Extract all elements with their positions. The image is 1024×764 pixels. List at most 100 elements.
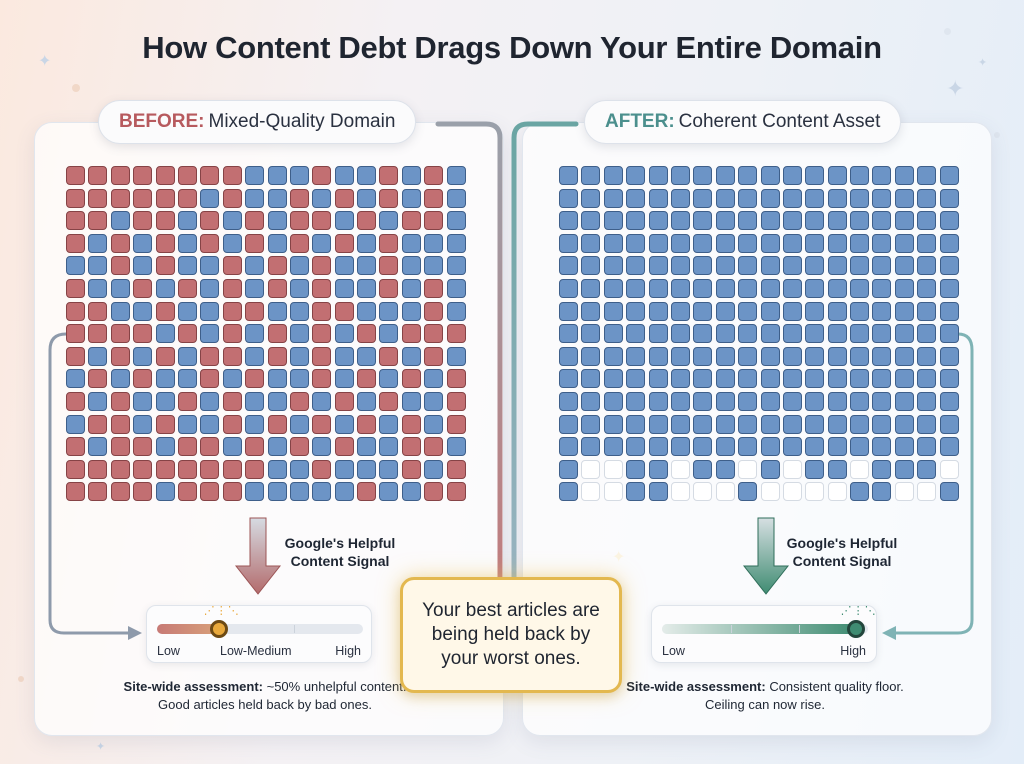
low-quality-article — [357, 414, 377, 434]
low-quality-article — [245, 459, 265, 479]
high-quality-article — [738, 369, 758, 389]
low-quality-article — [289, 211, 309, 231]
high-quality-article — [738, 437, 758, 457]
high-quality-article — [760, 188, 780, 208]
high-quality-article — [603, 256, 623, 276]
low-quality-article — [222, 301, 242, 321]
low-quality-article — [177, 166, 197, 185]
high-quality-article — [693, 324, 713, 344]
high-quality-article — [760, 391, 780, 411]
high-quality-article — [155, 437, 175, 457]
high-quality-article — [357, 437, 377, 457]
high-quality-article — [446, 188, 466, 208]
signal-line: Content Signal — [792, 553, 892, 569]
low-quality-article — [424, 188, 444, 208]
high-quality-article — [626, 188, 646, 208]
high-quality-article — [715, 233, 735, 253]
high-quality-article — [446, 278, 466, 298]
high-quality-article — [738, 346, 758, 366]
high-quality-article — [312, 233, 332, 253]
high-quality-article — [312, 437, 332, 457]
high-quality-article — [827, 211, 847, 231]
low-quality-article — [88, 324, 108, 344]
high-quality-article — [827, 278, 847, 298]
high-quality-article — [559, 256, 578, 276]
after-label: Coherent Content Asset — [678, 111, 881, 132]
high-quality-article — [446, 437, 466, 457]
high-quality-article — [760, 256, 780, 276]
low-quality-article — [88, 414, 108, 434]
high-quality-article — [267, 482, 287, 502]
low-quality-article — [200, 482, 220, 502]
high-quality-article — [177, 369, 197, 389]
high-quality-article — [357, 166, 377, 185]
high-quality-article — [805, 188, 825, 208]
assessment-text: ~50% unhelpful content. Good articles he… — [158, 679, 407, 712]
removed-article-slot — [581, 482, 601, 502]
gauge-label-low-medium: Low-Medium — [220, 644, 292, 658]
high-quality-article — [626, 482, 646, 502]
low-quality-article — [312, 301, 332, 321]
high-quality-article — [894, 346, 914, 366]
high-quality-article — [805, 256, 825, 276]
high-quality-article — [917, 346, 937, 366]
high-quality-article — [715, 414, 735, 434]
high-quality-article — [357, 346, 377, 366]
low-quality-article — [312, 166, 332, 185]
high-quality-article — [177, 233, 197, 253]
high-quality-article — [626, 346, 646, 366]
high-quality-article — [289, 278, 309, 298]
high-quality-article — [177, 211, 197, 231]
high-quality-article — [670, 211, 690, 231]
high-quality-article — [245, 278, 265, 298]
low-quality-article — [110, 437, 130, 457]
high-quality-article — [88, 256, 108, 276]
low-quality-article — [88, 369, 108, 389]
low-quality-article — [424, 437, 444, 457]
high-quality-article — [939, 278, 959, 298]
low-quality-article — [446, 414, 466, 434]
high-quality-article — [289, 346, 309, 366]
high-quality-article — [379, 324, 399, 344]
high-quality-article — [401, 391, 421, 411]
high-quality-article — [693, 211, 713, 231]
high-quality-article — [939, 437, 959, 457]
gauge-knob — [846, 620, 865, 638]
high-quality-article — [648, 482, 668, 502]
gauge-tick — [294, 625, 295, 633]
high-quality-article — [782, 324, 802, 344]
before-signal-label: Google's Helpful Content Signal — [270, 534, 410, 570]
high-quality-article — [850, 482, 870, 502]
high-quality-article — [155, 482, 175, 502]
after-feedback-arrowhead — [882, 626, 896, 640]
low-quality-article — [289, 437, 309, 457]
low-quality-article — [110, 414, 130, 434]
low-quality-article — [446, 324, 466, 344]
sparkle-icon: ✦ — [946, 76, 965, 101]
high-quality-article — [917, 459, 937, 479]
high-quality-article — [200, 188, 220, 208]
high-quality-article — [379, 437, 399, 457]
high-quality-article — [670, 233, 690, 253]
high-quality-article — [648, 211, 668, 231]
high-quality-article — [289, 301, 309, 321]
high-quality-article — [357, 256, 377, 276]
high-quality-article — [917, 278, 937, 298]
gauge-fill — [157, 624, 219, 634]
high-quality-article — [334, 278, 354, 298]
high-quality-article — [626, 437, 646, 457]
high-quality-article — [626, 278, 646, 298]
high-quality-article — [917, 437, 937, 457]
low-quality-article — [401, 459, 421, 479]
low-quality-article — [133, 369, 153, 389]
high-quality-article — [782, 278, 802, 298]
high-quality-article — [670, 324, 690, 344]
high-quality-article — [760, 301, 780, 321]
high-quality-article — [559, 391, 578, 411]
low-quality-article — [401, 324, 421, 344]
high-quality-article — [200, 414, 220, 434]
high-quality-article — [626, 324, 646, 344]
high-quality-article — [200, 301, 220, 321]
high-quality-article — [872, 166, 892, 185]
high-quality-article — [894, 233, 914, 253]
